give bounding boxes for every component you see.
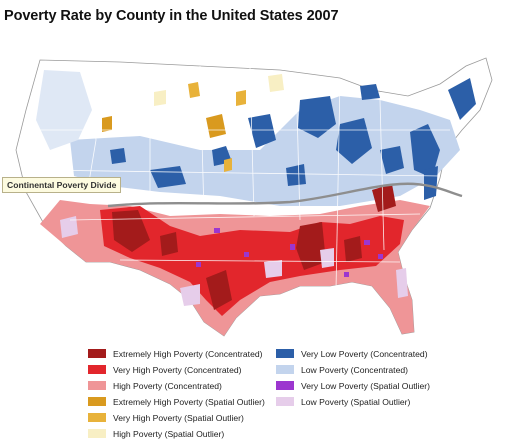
legend-item-very-low-concentrated: Very Low Poverty (Concentrated) [276,346,428,361]
legend-swatch [276,397,294,406]
legend-label: Very Low Poverty (Concentrated) [301,348,428,359]
legend-swatch [88,349,106,358]
map-title: Poverty Rate by County in the United Sta… [4,8,339,24]
legend-swatch [88,397,106,406]
legend-swatch [276,349,294,358]
legend-label: Very Low Poverty (Spatial Outlier) [301,380,430,391]
legend-swatch [88,381,106,390]
continental-poverty-divide-line [107,182,463,208]
legend-item-very-high-concentrated: Very High Poverty (Concentrated) [88,362,242,377]
very-low-poverty-outliers [196,228,383,277]
continental-poverty-divide-label: Continental Poverty Divide [2,177,122,193]
low-poverty-south-patches [60,216,408,306]
legend-item-high-concentrated: High Poverty (Concentrated) [88,378,222,393]
legend-item-extremely-high-concentrated: Extremely High Poverty (Concentrated) [88,346,263,361]
legend-item-extremely-high-outlier: Extremely High Poverty (Spatial Outlier) [88,394,265,409]
legend-label: Very High Poverty (Spatial Outlier) [113,412,244,423]
legend-swatch [88,365,106,374]
legend-item-high-outlier: High Poverty (Spatial Outlier) [88,426,224,441]
map-legend: Extremely High Poverty (Concentrated) Ve… [0,346,508,446]
legend-item-low-outlier: Low Poverty (Spatial Outlier) [276,394,410,409]
very-low-poverty-clusters [110,78,476,200]
extremely-high-poverty-clusters [112,184,396,310]
legend-label: Low Poverty (Concentrated) [301,364,408,375]
us-county-poverty-map [15,57,493,337]
legend-label: Extremely High Poverty (Spatial Outlier) [113,396,265,407]
legend-item-very-low-outlier: Very Low Poverty (Spatial Outlier) [276,378,430,393]
high-poverty-outlier-clusters [102,74,284,172]
legend-swatch [276,365,294,374]
legend-label: Extremely High Poverty (Concentrated) [113,348,263,359]
legend-label: High Poverty (Spatial Outlier) [113,428,225,439]
legend-swatch [88,429,106,438]
legend-swatch [88,413,106,422]
legend-label: Very High Poverty (Concentrated) [113,364,242,375]
legend-item-low-concentrated: Low Poverty (Concentrated) [276,362,408,377]
legend-label: Low Poverty (Spatial Outlier) [301,396,411,407]
legend-item-very-high-outlier: Very High Poverty (Spatial Outlier) [88,410,244,425]
legend-swatch [276,381,294,390]
legend-label: High Poverty (Concentrated) [113,380,222,391]
